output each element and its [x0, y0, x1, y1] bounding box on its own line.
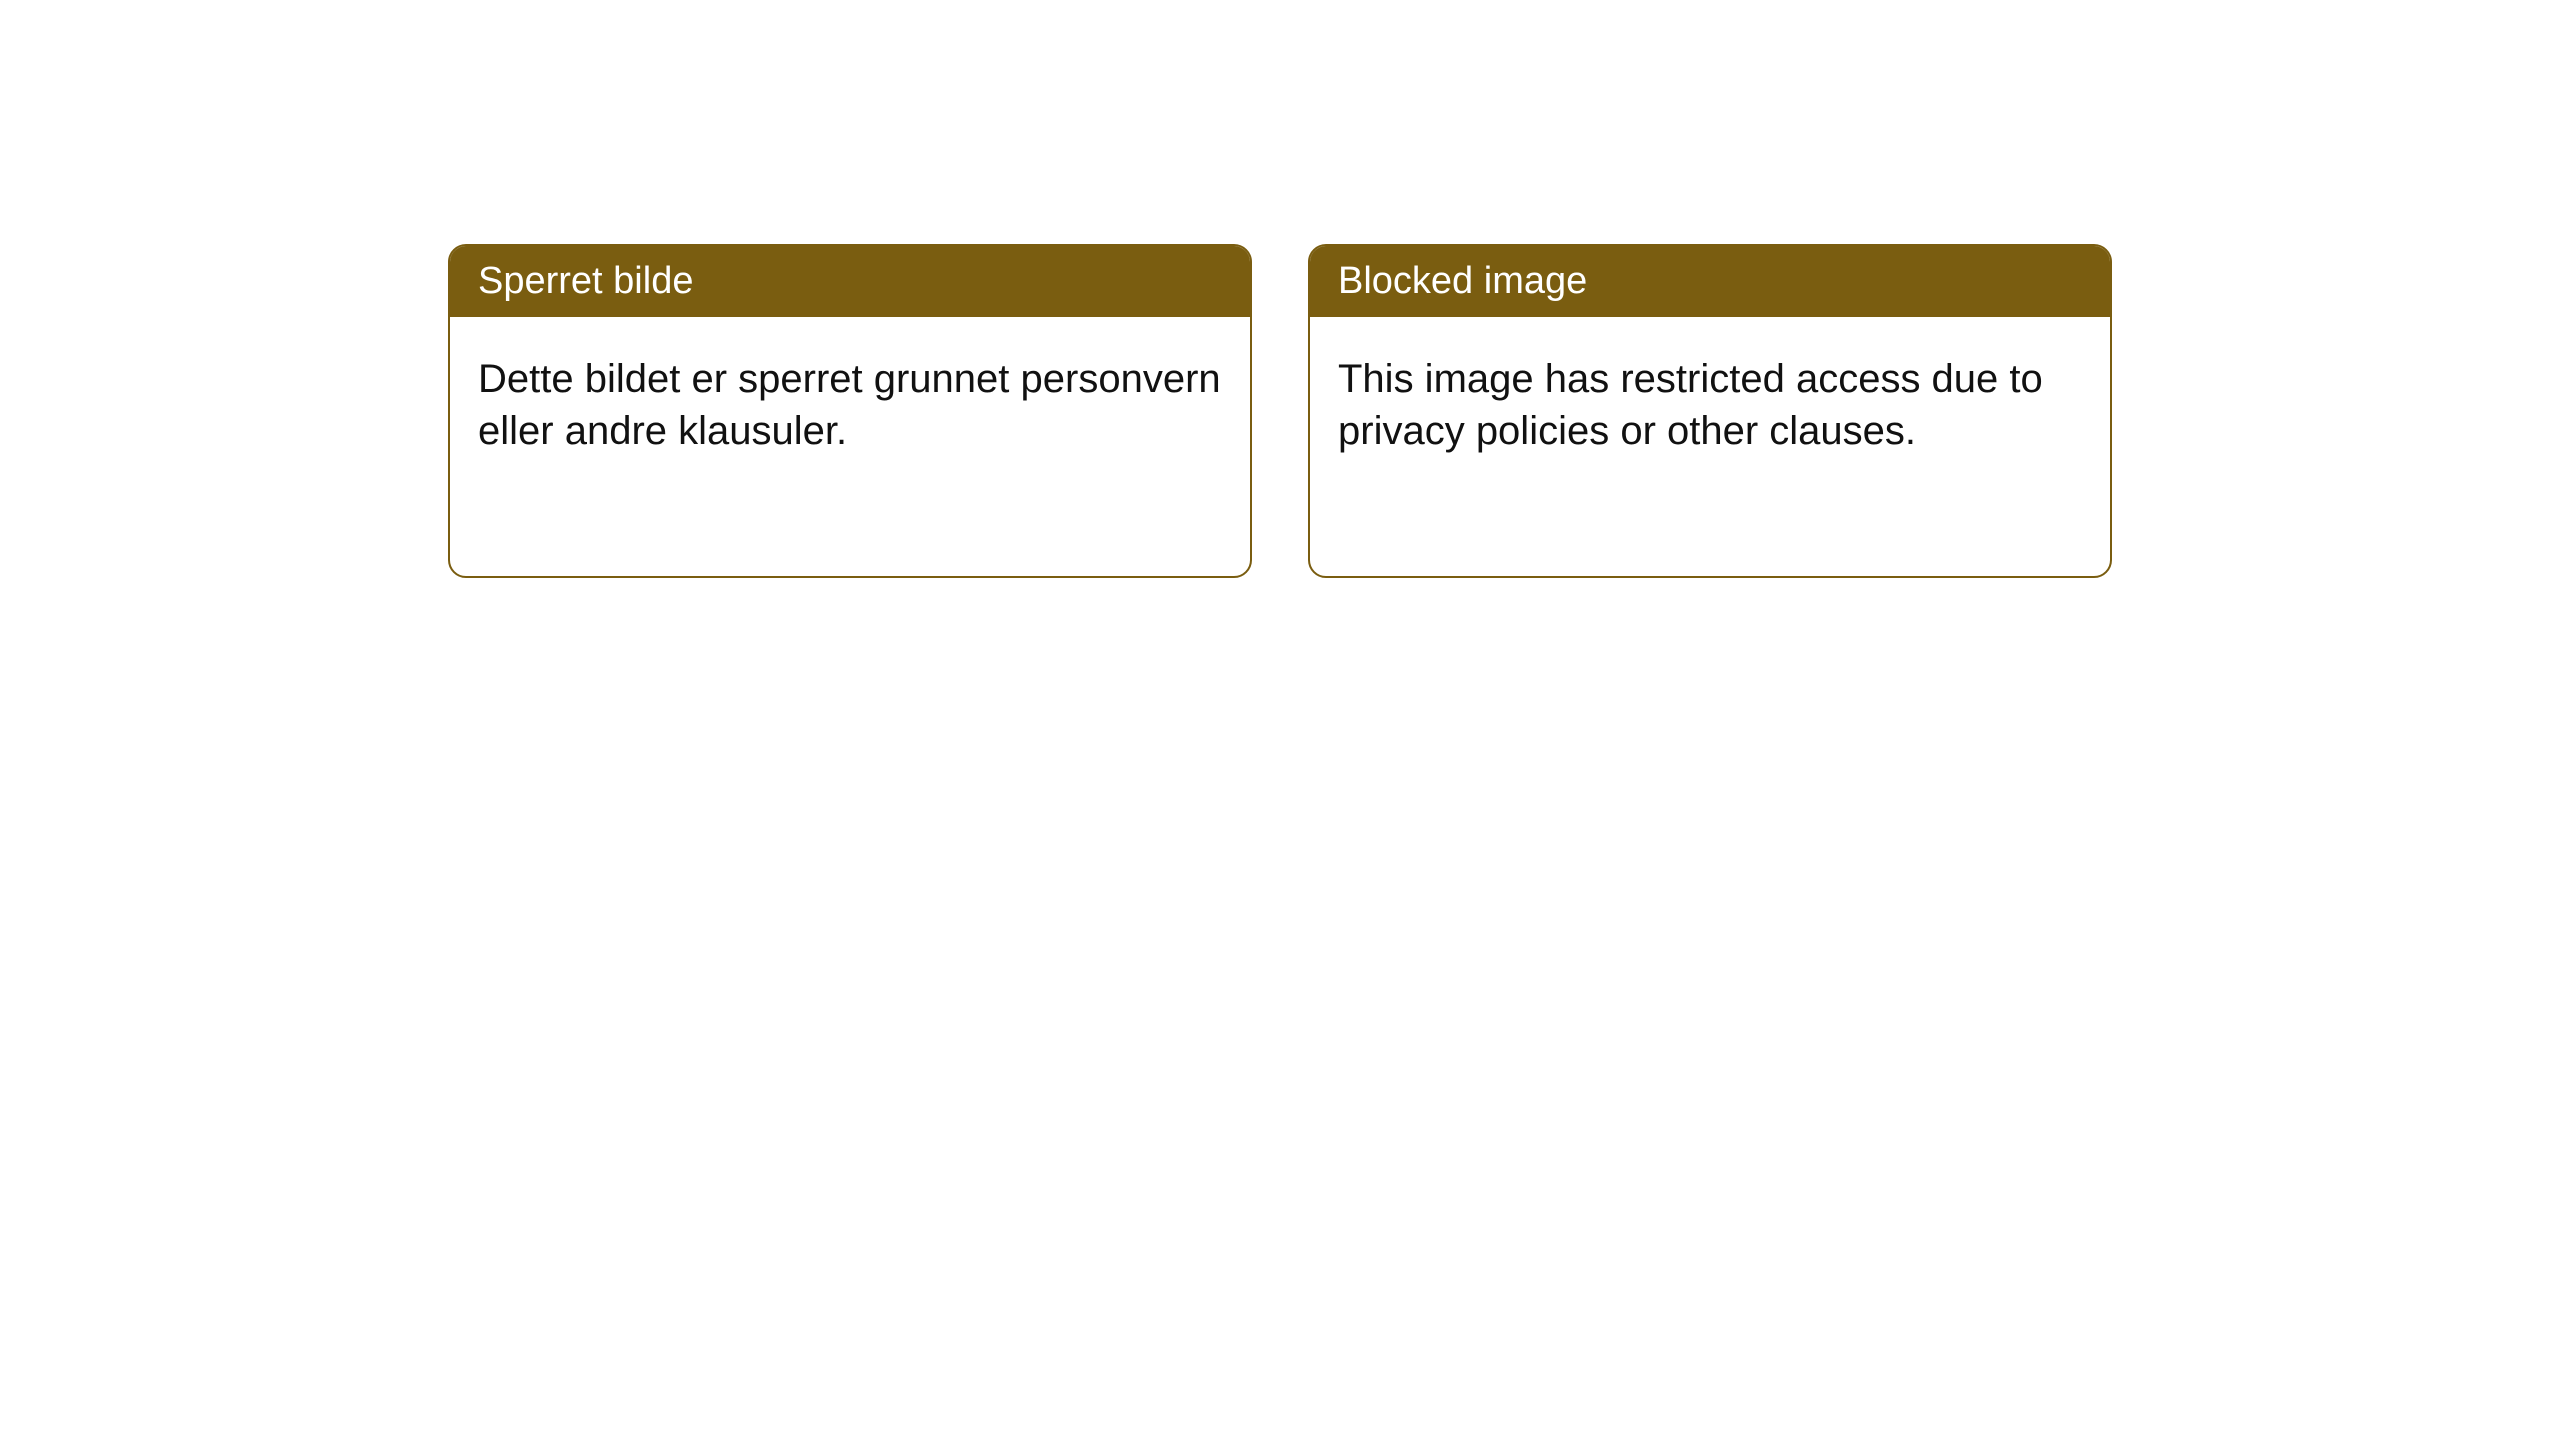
notice-card-english: Blocked image This image has restricted …: [1308, 244, 2112, 578]
notice-card-header-english: Blocked image: [1310, 246, 2110, 317]
notice-card-body-english: This image has restricted access due to …: [1310, 317, 2110, 493]
notice-card-header-norwegian: Sperret bilde: [450, 246, 1250, 317]
notice-card-norwegian: Sperret bilde Dette bildet er sperret gr…: [448, 244, 1252, 578]
notice-cards-container: Sperret bilde Dette bildet er sperret gr…: [0, 0, 2560, 578]
notice-card-body-norwegian: Dette bildet er sperret grunnet personve…: [450, 317, 1250, 493]
